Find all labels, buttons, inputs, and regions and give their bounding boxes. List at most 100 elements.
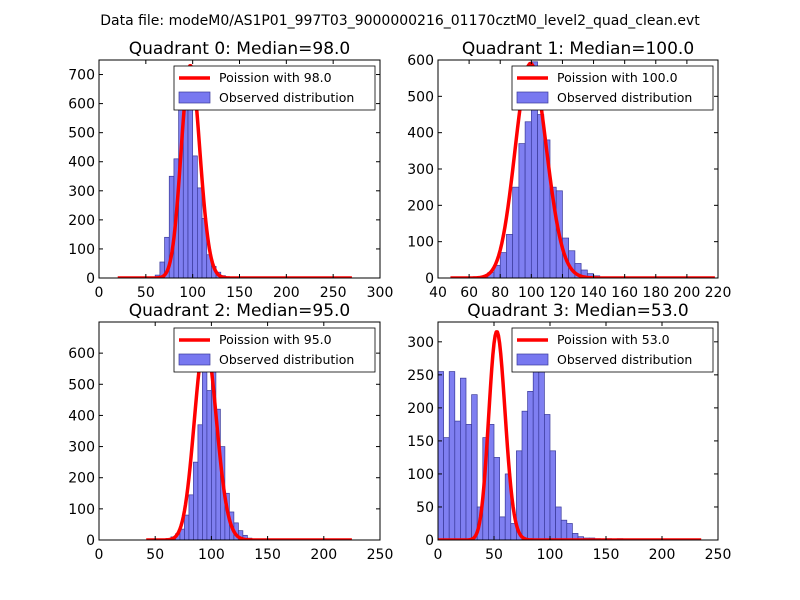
x-tick-label: 200 [674, 285, 701, 301]
legend-bar-label: Observed distribution [219, 352, 354, 367]
legend: Poission with 98.0 Observed distribution [173, 65, 376, 111]
legend-line-label: Poission with 100.0 [557, 70, 678, 85]
x-tick-label: 50 [146, 547, 164, 563]
x-tick-label: 150 [226, 285, 253, 301]
subplot-quadrant-1: 40 60 80 100 120 140 160 180 200 2200100200300400… [407, 39, 731, 301]
histogram-bar [537, 114, 545, 278]
x-tick-label: 100 [198, 547, 225, 563]
x-tick-label: 200 [310, 547, 337, 563]
legend-bar-label: Observed distribution [557, 90, 692, 105]
y-tick-label: 0 [425, 271, 434, 287]
histogram-bar [454, 420, 461, 540]
legend-line-label: Poission with 53.0 [557, 332, 670, 347]
y-tick-label: 100 [407, 235, 434, 251]
histogram-bar [499, 516, 506, 540]
plot-area [450, 61, 716, 278]
legend: Poission with 100.0 Observed distribution [511, 65, 714, 111]
legend-bar-swatch [516, 91, 549, 104]
legend-bar-swatch [178, 353, 211, 366]
y-tick-label: 0 [86, 271, 95, 287]
y-tick-label: 200 [407, 198, 434, 214]
histogram-bar [206, 390, 212, 540]
x-tick-label: 180 [642, 285, 669, 301]
x-tick-label: 300 [367, 285, 394, 301]
plot-frame [437, 321, 719, 541]
y-tick-label: 300 [407, 335, 434, 351]
histogram-bar [465, 424, 472, 540]
y-tick-label: 300 [407, 162, 434, 178]
x-tick-label: 200 [649, 547, 676, 563]
y-tick-label: 400 [68, 408, 95, 424]
y-tick-label: 200 [68, 471, 95, 487]
x-tick-label: 250 [705, 547, 732, 563]
legend-line-label: Poission with 98.0 [219, 70, 332, 85]
y-tick-label: 600 [68, 346, 95, 362]
legend: Poission with 53.0 Observed distribution [511, 327, 714, 373]
x-tick-label: 220 [705, 285, 732, 301]
y-tick-label: 300 [68, 440, 95, 456]
poisson-curve [438, 330, 702, 540]
histogram-bar [499, 252, 507, 278]
y-tick-label: 200 [68, 213, 95, 229]
y-tick-label: 400 [407, 126, 434, 142]
subplot-quadrant-2: 0 50 100 150 200 250 0 100 200 300 400 500 600 Quadra… [68, 301, 393, 563]
histogram-bar [560, 519, 568, 540]
histogram-bar [518, 143, 526, 278]
histogram-bar [197, 187, 203, 278]
x-tick-label: 80 [491, 285, 509, 301]
histogram-bar [188, 494, 194, 540]
figure-suptitle: Data file: modeM0/AS1P01_997T03_90000002… [100, 13, 700, 29]
x-tick-label: 150 [254, 547, 281, 563]
y-tick-label: 250 [407, 368, 434, 384]
y-tick-label: 200 [407, 401, 434, 417]
legend-line-label: Poission with 95.0 [219, 332, 332, 347]
y-tick-label: 500 [68, 126, 95, 142]
legend-bar-swatch [178, 91, 211, 104]
x-tick-label: 0 [95, 285, 104, 301]
x-tick-label: 250 [320, 285, 347, 301]
subplot-title: Quadrant 2: Median=95.0 [129, 301, 351, 321]
histogram-bar [566, 523, 573, 540]
y-tick-label: 100 [407, 467, 434, 483]
legend-bar-label: Observed distribution [557, 352, 692, 367]
histogram-bar [193, 461, 199, 540]
histogram-bar [192, 155, 198, 278]
histogram-bar [512, 186, 520, 278]
x-tick-label: 200 [273, 285, 300, 301]
histogram-bar [538, 361, 545, 540]
y-tick-label: 300 [68, 184, 95, 200]
x-tick-label: 150 [593, 547, 620, 563]
histogram-bar [460, 377, 467, 540]
y-tick-label: 0 [425, 533, 434, 549]
legend: Poission with 95.0 Observed distribution [173, 327, 376, 373]
x-tick-label: 250 [367, 547, 394, 563]
histogram-bar [521, 410, 528, 540]
histogram-bar [506, 234, 514, 278]
histogram-bar [493, 457, 500, 540]
y-tick-label: 150 [407, 434, 434, 450]
x-tick-label: 40 [429, 285, 447, 301]
histogram-bar [438, 371, 444, 540]
poisson-curve [450, 61, 716, 278]
histogram-bar [555, 506, 562, 540]
subplot-title: Quadrant 1: Median=100.0 [462, 39, 694, 59]
x-tick-label: 50 [137, 285, 155, 301]
y-tick-label: 500 [407, 89, 434, 105]
y-tick-label: 500 [68, 377, 95, 393]
x-tick-label: 120 [549, 285, 576, 301]
histogram-bar [448, 371, 456, 540]
histogram-bar [197, 424, 203, 540]
y-tick-label: 50 [416, 500, 434, 516]
histogram-bar [488, 424, 495, 540]
histogram-bar [527, 391, 534, 540]
subplot-grid: 0 50 100 150 200 250 3000100200300400500600700… [68, 39, 731, 563]
subplot-title: Quadrant 3: Median=53.0 [467, 301, 689, 321]
x-tick-label: 0 [95, 547, 104, 563]
y-tick-label: 100 [68, 502, 95, 518]
x-tick-label: 100 [179, 285, 206, 301]
histogram-bar [443, 437, 450, 540]
y-tick-label: 0 [86, 533, 95, 549]
x-tick-label: 50 [485, 547, 503, 563]
histogram-bar [549, 450, 556, 540]
